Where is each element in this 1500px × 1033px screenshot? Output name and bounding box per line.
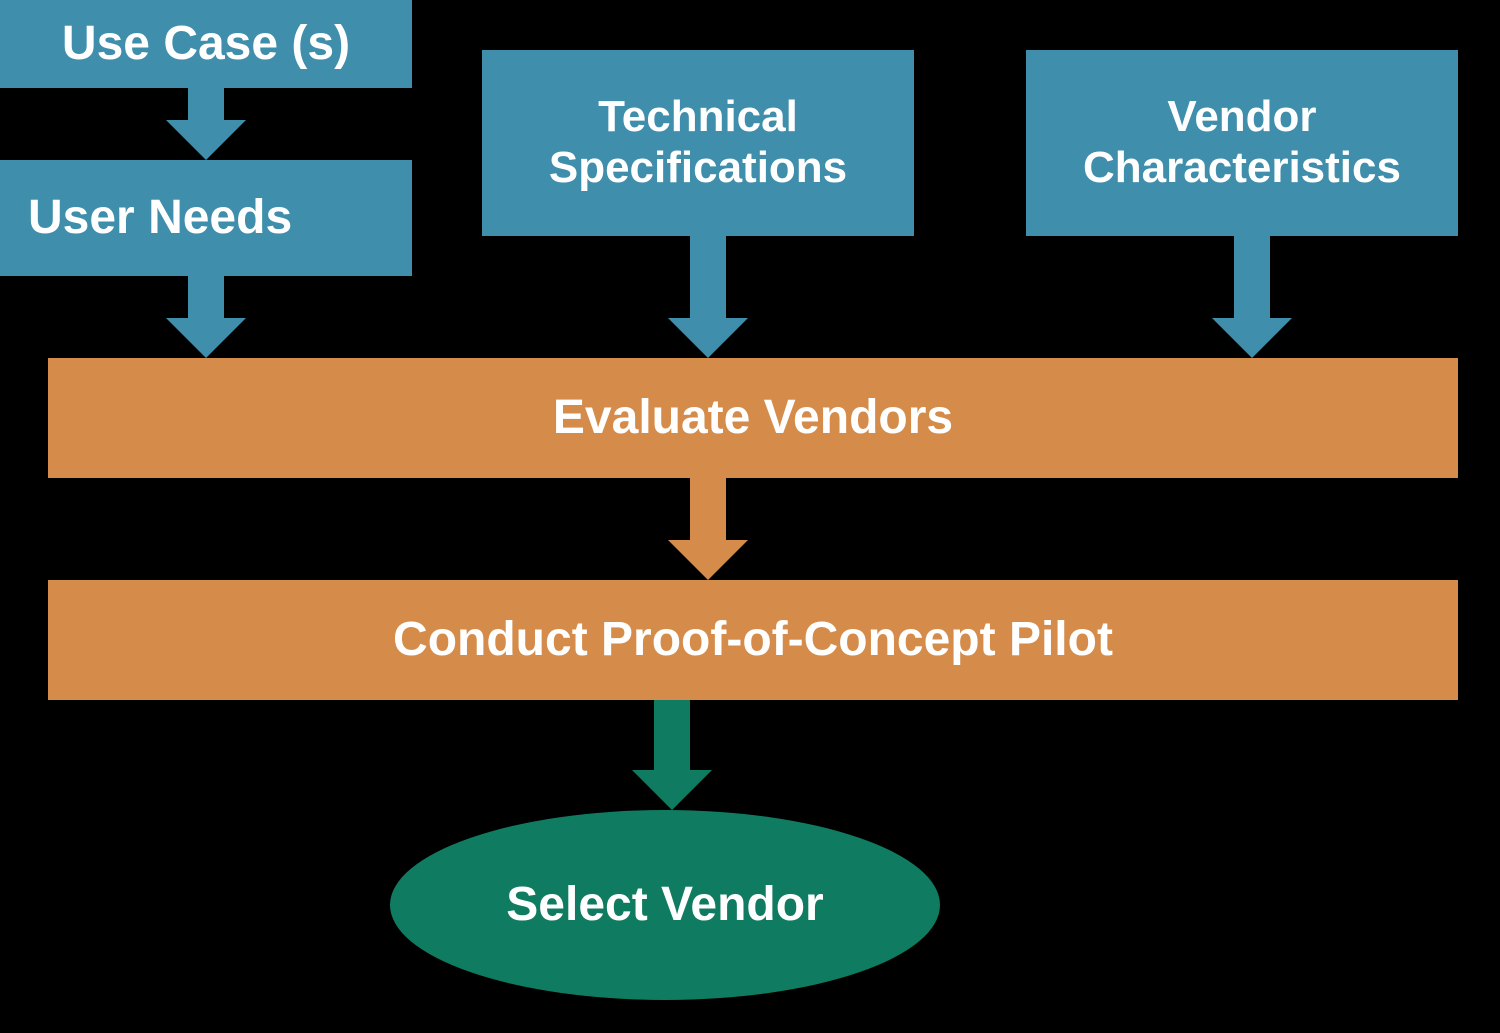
arrow-tech-spec-to-evaluate <box>668 236 748 358</box>
arrow-user-needs-to-evaluate <box>166 276 246 358</box>
node-user-needs: User Needs <box>0 160 412 276</box>
flowchart-stage: Use Case (s) User Needs TechnicalSpecifi… <box>0 0 1500 1033</box>
node-tech-spec-label: TechnicalSpecifications <box>549 92 847 193</box>
node-select-vendor-label: Select Vendor <box>506 877 823 932</box>
node-evaluate-vendors-label: Evaluate Vendors <box>553 390 953 445</box>
node-select-vendor: Select Vendor <box>390 810 940 1000</box>
node-tech-spec: TechnicalSpecifications <box>482 50 914 236</box>
node-use-case-label: Use Case (s) <box>62 16 350 71</box>
arrow-evaluate-to-pilot <box>668 478 748 580</box>
arrow-vendor-char-to-evaluate <box>1212 236 1292 358</box>
node-vendor-characteristics-label: VendorCharacteristics <box>1083 92 1401 193</box>
node-evaluate-vendors: Evaluate Vendors <box>48 358 1458 478</box>
node-vendor-characteristics: VendorCharacteristics <box>1026 50 1458 236</box>
node-conduct-pilot-label: Conduct Proof-of-Concept Pilot <box>393 612 1113 667</box>
node-conduct-pilot: Conduct Proof-of-Concept Pilot <box>48 580 1458 700</box>
arrow-use-case-to-user-needs <box>166 88 246 160</box>
node-user-needs-label: User Needs <box>28 190 292 245</box>
arrow-pilot-to-select <box>632 700 712 810</box>
node-use-case: Use Case (s) <box>0 0 412 88</box>
